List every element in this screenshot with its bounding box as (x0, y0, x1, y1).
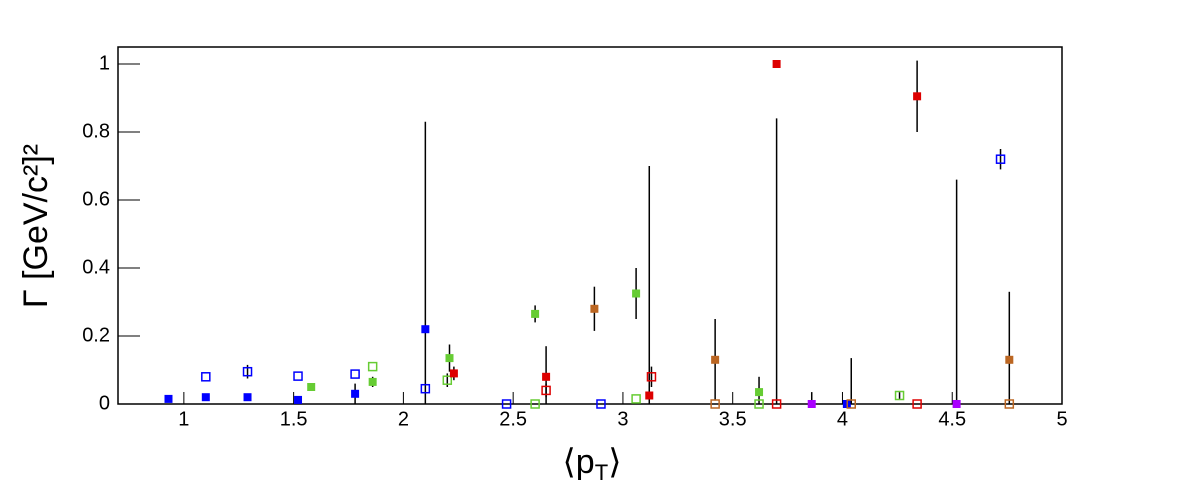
data-point (307, 383, 316, 391)
data-point (772, 60, 781, 68)
data-point (1004, 399, 1015, 409)
data-point (293, 371, 303, 381)
data-point (711, 355, 720, 364)
data-point (912, 399, 922, 409)
data-point (590, 304, 599, 313)
y-axis-label: Γ [GeV/c²]² (17, 144, 55, 308)
data-point (368, 377, 377, 386)
data-point (530, 399, 540, 409)
x-tick-label: 1 (178, 408, 189, 430)
data-point (242, 366, 253, 377)
data-point (1005, 355, 1014, 364)
data-point (807, 400, 816, 408)
data-point (894, 390, 905, 401)
y-tick-label: 0.8 (82, 120, 110, 142)
data-point (645, 391, 654, 400)
x-tick-label: 5 (1056, 408, 1067, 430)
data-point (350, 369, 360, 379)
data-point (164, 394, 173, 403)
x-tick-label: 4 (837, 408, 848, 430)
x-axis-label: ⟨pT⟩ (563, 443, 622, 485)
data-point (710, 399, 720, 409)
x-label-part: ⟩ (608, 443, 621, 481)
y-tick-label: 0.2 (82, 324, 110, 346)
x-tick-label: 3 (617, 408, 628, 430)
data-point (294, 395, 303, 404)
data-point (771, 399, 782, 409)
y-tick-label: 0 (99, 392, 110, 414)
data-point (995, 154, 1006, 164)
data-point (596, 399, 606, 409)
x-tick-label: 2.5 (499, 408, 527, 430)
data-point (367, 361, 378, 372)
data-point (445, 354, 454, 363)
data-point (201, 372, 211, 382)
data-point (754, 399, 764, 409)
data-point (501, 399, 512, 409)
data-point (646, 372, 657, 382)
data-point (541, 385, 551, 396)
data-point (632, 289, 641, 298)
data-point (531, 309, 540, 318)
data-point (542, 372, 551, 381)
x-tick-label: 2 (398, 408, 409, 430)
x-tick-label: 3.5 (719, 408, 747, 430)
data-point (420, 383, 431, 394)
data-point (201, 393, 210, 402)
data-point (913, 92, 922, 101)
x-tick-label: 1.5 (280, 408, 308, 430)
data-point (442, 375, 453, 385)
y-tick-label: 0.4 (82, 256, 110, 278)
x-label-part: ⟨p (563, 443, 595, 481)
data-point (755, 388, 764, 397)
data-point (846, 399, 856, 409)
y-tick-label: 1 (99, 52, 110, 74)
data-point (351, 389, 360, 398)
data-point (243, 393, 252, 402)
data-point (631, 394, 641, 404)
data-point (421, 325, 430, 334)
x-label-sub: T (595, 460, 608, 485)
data-point (952, 400, 961, 408)
y-tick-label: 0.6 (82, 188, 110, 210)
data-point (449, 369, 458, 378)
x-tick-label: 4.5 (938, 408, 966, 430)
plot-frame (117, 46, 1063, 405)
